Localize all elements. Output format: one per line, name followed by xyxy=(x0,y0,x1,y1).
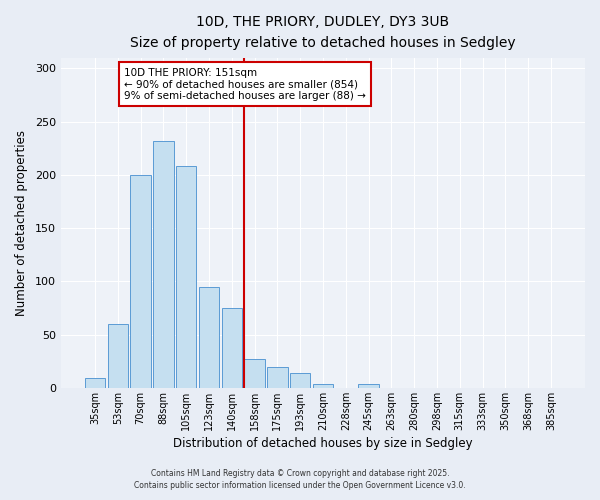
Bar xyxy=(358,384,379,388)
Bar xyxy=(313,384,333,388)
Y-axis label: Number of detached properties: Number of detached properties xyxy=(15,130,28,316)
Bar xyxy=(130,175,151,388)
Bar xyxy=(107,324,128,388)
Bar xyxy=(221,308,242,388)
Bar xyxy=(244,359,265,388)
Text: 10D THE PRIORY: 151sqm
← 90% of detached houses are smaller (854)
9% of semi-det: 10D THE PRIORY: 151sqm ← 90% of detached… xyxy=(124,68,365,101)
Bar xyxy=(267,366,287,388)
Text: Contains HM Land Registry data © Crown copyright and database right 2025.
Contai: Contains HM Land Registry data © Crown c… xyxy=(134,468,466,490)
Bar xyxy=(153,141,173,388)
Bar xyxy=(85,378,105,388)
Bar xyxy=(176,166,196,388)
Title: 10D, THE PRIORY, DUDLEY, DY3 3UB
Size of property relative to detached houses in: 10D, THE PRIORY, DUDLEY, DY3 3UB Size of… xyxy=(130,15,516,50)
Bar xyxy=(290,373,310,388)
X-axis label: Distribution of detached houses by size in Sedgley: Distribution of detached houses by size … xyxy=(173,437,473,450)
Bar xyxy=(199,286,219,388)
